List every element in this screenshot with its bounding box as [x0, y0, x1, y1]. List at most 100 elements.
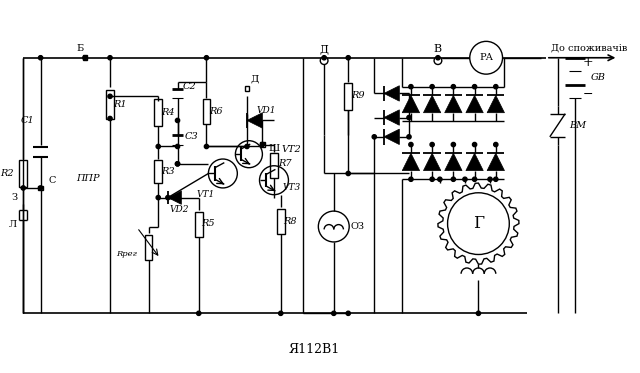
- Circle shape: [407, 135, 411, 139]
- Bar: [83, 55, 87, 60]
- Text: С: С: [48, 176, 56, 185]
- Circle shape: [21, 186, 26, 190]
- Circle shape: [472, 142, 477, 147]
- Text: R8: R8: [284, 217, 297, 226]
- Text: VD2: VD2: [170, 205, 189, 214]
- Circle shape: [472, 177, 477, 181]
- Circle shape: [175, 162, 180, 166]
- Circle shape: [175, 118, 180, 123]
- Text: VT3: VT3: [282, 184, 300, 192]
- Text: ППР: ППР: [76, 174, 100, 183]
- Circle shape: [493, 142, 498, 147]
- Text: R1: R1: [113, 100, 127, 109]
- Text: R6: R6: [209, 107, 223, 116]
- Circle shape: [175, 162, 180, 166]
- Text: R7: R7: [278, 159, 291, 168]
- Text: C3: C3: [185, 132, 199, 141]
- Circle shape: [451, 177, 456, 181]
- Text: Л: Л: [8, 220, 17, 229]
- Circle shape: [488, 177, 492, 181]
- Circle shape: [166, 195, 170, 200]
- Text: −: −: [582, 88, 593, 101]
- Text: Ш: Ш: [268, 144, 280, 153]
- Text: Д: Д: [250, 75, 259, 84]
- Circle shape: [476, 311, 481, 316]
- Circle shape: [320, 57, 328, 65]
- Polygon shape: [424, 95, 441, 113]
- Circle shape: [438, 177, 442, 181]
- Polygon shape: [445, 153, 462, 170]
- Bar: [344, 83, 352, 110]
- Text: РА: РА: [479, 53, 493, 62]
- Text: C1: C1: [20, 116, 34, 125]
- Circle shape: [38, 56, 43, 60]
- Polygon shape: [466, 95, 483, 113]
- Circle shape: [472, 85, 477, 89]
- Circle shape: [278, 311, 283, 316]
- Polygon shape: [487, 153, 504, 170]
- Bar: [195, 212, 203, 237]
- Text: C2: C2: [182, 82, 196, 91]
- Circle shape: [156, 144, 161, 148]
- Polygon shape: [403, 95, 420, 113]
- Circle shape: [409, 85, 413, 89]
- Circle shape: [156, 195, 161, 200]
- Circle shape: [436, 56, 440, 60]
- Polygon shape: [424, 153, 441, 170]
- Polygon shape: [487, 95, 504, 113]
- Circle shape: [346, 171, 350, 176]
- Text: ВМ: ВМ: [569, 121, 586, 130]
- Circle shape: [108, 116, 112, 120]
- Text: До споживачів: До споживачів: [551, 44, 627, 53]
- Polygon shape: [466, 153, 483, 170]
- Polygon shape: [384, 110, 399, 125]
- Text: VD1: VD1: [257, 106, 276, 115]
- Circle shape: [434, 57, 442, 65]
- Circle shape: [196, 311, 201, 316]
- Text: VT1: VT1: [196, 190, 214, 199]
- Circle shape: [372, 135, 376, 139]
- Circle shape: [346, 56, 350, 60]
- Bar: [260, 142, 265, 147]
- Text: R3: R3: [161, 167, 175, 176]
- Polygon shape: [403, 153, 420, 170]
- Circle shape: [430, 177, 435, 181]
- Polygon shape: [384, 86, 399, 101]
- Circle shape: [346, 311, 350, 316]
- Circle shape: [470, 41, 502, 74]
- Circle shape: [463, 177, 467, 181]
- Circle shape: [409, 142, 413, 147]
- Polygon shape: [445, 95, 462, 113]
- Text: VT2: VT2: [282, 145, 301, 154]
- Circle shape: [83, 56, 87, 60]
- Circle shape: [430, 142, 435, 147]
- Circle shape: [245, 144, 249, 148]
- Polygon shape: [247, 113, 262, 128]
- Text: R9: R9: [351, 91, 365, 100]
- Bar: [145, 235, 152, 260]
- Bar: [203, 99, 211, 124]
- Circle shape: [260, 142, 264, 147]
- Circle shape: [451, 142, 456, 147]
- Circle shape: [332, 311, 336, 316]
- Circle shape: [38, 186, 43, 190]
- Text: Г: Г: [473, 215, 484, 232]
- Circle shape: [204, 56, 209, 60]
- Polygon shape: [168, 191, 181, 204]
- Polygon shape: [384, 129, 399, 145]
- Text: Б: Б: [77, 44, 84, 53]
- Text: З: З: [12, 193, 17, 202]
- Text: Я112В1: Я112В1: [289, 342, 340, 355]
- Text: +: +: [582, 56, 593, 69]
- Bar: [277, 209, 285, 234]
- Circle shape: [493, 85, 498, 89]
- Text: R5: R5: [202, 219, 215, 228]
- Circle shape: [407, 115, 411, 120]
- Text: В: В: [434, 44, 442, 54]
- Text: Д: Д: [319, 44, 328, 54]
- Circle shape: [175, 144, 180, 148]
- Text: ОЗ: ОЗ: [351, 222, 365, 231]
- Text: GB: GB: [590, 72, 605, 82]
- Bar: [19, 160, 27, 187]
- Text: Rрег: Rрег: [116, 250, 137, 257]
